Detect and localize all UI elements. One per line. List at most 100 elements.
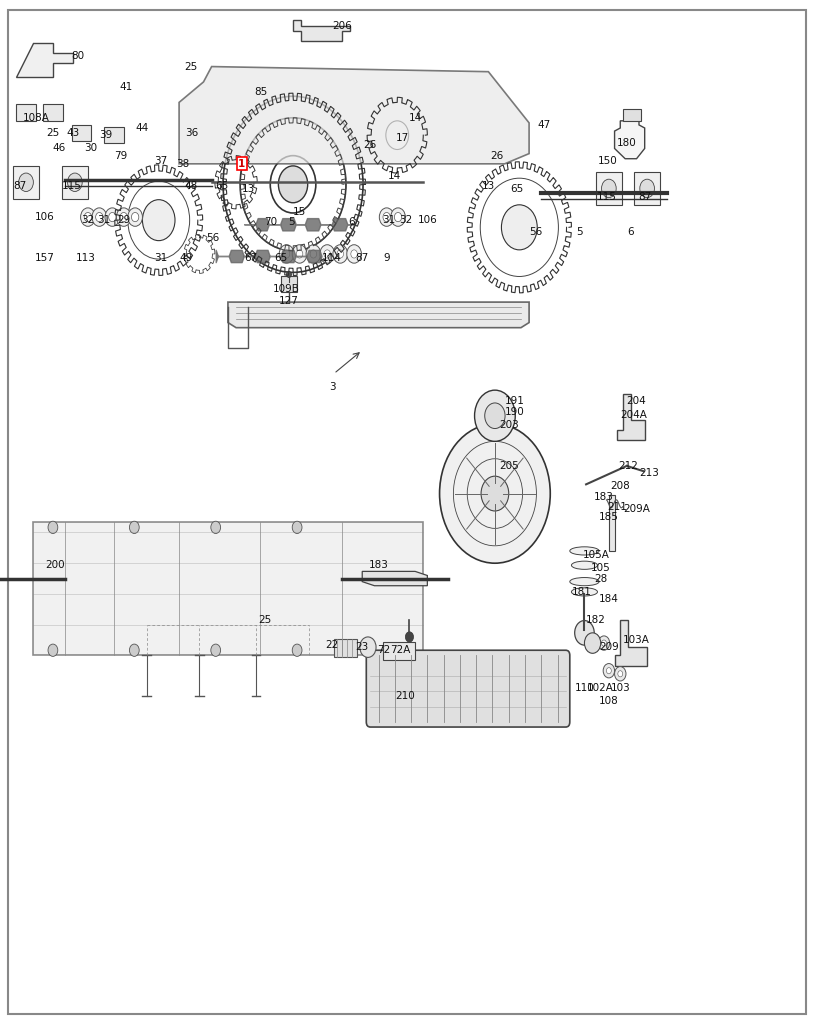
- Text: 26: 26: [364, 140, 377, 151]
- Text: 41: 41: [120, 82, 133, 92]
- Circle shape: [306, 245, 321, 263]
- Text: 211: 211: [607, 502, 627, 512]
- Circle shape: [287, 271, 291, 278]
- Text: 32: 32: [399, 215, 412, 225]
- Circle shape: [337, 250, 344, 258]
- Text: 28: 28: [594, 573, 607, 584]
- Text: 9: 9: [383, 253, 390, 263]
- Text: 206: 206: [332, 20, 352, 31]
- Text: 38: 38: [177, 159, 190, 169]
- Text: 13: 13: [242, 184, 255, 195]
- Circle shape: [108, 213, 116, 221]
- Text: 108A: 108A: [23, 113, 50, 123]
- Bar: [596, 172, 622, 205]
- Circle shape: [575, 621, 594, 645]
- Text: 25: 25: [185, 61, 198, 72]
- Circle shape: [475, 390, 515, 441]
- Bar: [334, 639, 357, 657]
- Bar: [104, 127, 124, 143]
- Text: 210: 210: [396, 691, 415, 701]
- Text: 110: 110: [575, 683, 594, 693]
- Polygon shape: [293, 20, 350, 41]
- Circle shape: [615, 667, 626, 681]
- Circle shape: [602, 640, 606, 646]
- Circle shape: [440, 424, 550, 563]
- Text: 200: 200: [46, 560, 65, 570]
- Text: 39: 39: [99, 130, 112, 140]
- Text: 17: 17: [396, 133, 409, 143]
- Circle shape: [279, 245, 294, 263]
- Circle shape: [92, 208, 107, 226]
- Circle shape: [292, 644, 302, 656]
- Circle shape: [602, 179, 616, 198]
- Circle shape: [379, 208, 394, 226]
- Text: 72: 72: [378, 645, 391, 655]
- Text: 157: 157: [35, 253, 55, 263]
- Text: 3: 3: [329, 382, 335, 392]
- Ellipse shape: [571, 588, 597, 596]
- Text: 208: 208: [610, 481, 630, 492]
- Text: 87: 87: [356, 253, 369, 263]
- Circle shape: [292, 521, 302, 534]
- Circle shape: [278, 166, 308, 203]
- Text: 180: 180: [617, 138, 637, 148]
- Polygon shape: [16, 43, 73, 77]
- Text: 26: 26: [490, 151, 503, 161]
- Polygon shape: [615, 121, 645, 159]
- Ellipse shape: [570, 578, 599, 586]
- Bar: [13, 166, 39, 199]
- Circle shape: [606, 668, 611, 674]
- Text: 46: 46: [52, 143, 65, 154]
- Text: 105: 105: [591, 563, 610, 573]
- Circle shape: [640, 179, 654, 198]
- Text: 185: 185: [599, 512, 619, 522]
- Circle shape: [310, 250, 317, 258]
- Circle shape: [19, 173, 33, 191]
- Text: 6: 6: [348, 217, 355, 227]
- Text: 31: 31: [155, 253, 168, 263]
- Text: 87: 87: [638, 191, 651, 202]
- Bar: [609, 495, 615, 551]
- Text: 15: 15: [293, 207, 306, 217]
- Circle shape: [598, 636, 610, 650]
- Text: 150: 150: [598, 156, 618, 166]
- Circle shape: [481, 476, 509, 511]
- Circle shape: [584, 633, 601, 653]
- Text: 5: 5: [576, 227, 583, 238]
- Circle shape: [116, 208, 131, 226]
- Circle shape: [96, 213, 103, 221]
- Bar: [72, 125, 91, 141]
- FancyBboxPatch shape: [366, 650, 570, 727]
- Bar: [16, 104, 36, 121]
- Text: 204A: 204A: [619, 410, 647, 420]
- Text: 105A: 105A: [582, 550, 610, 560]
- Text: 205: 205: [499, 461, 519, 471]
- Text: 13: 13: [482, 181, 495, 191]
- Polygon shape: [615, 620, 647, 666]
- Text: 36: 36: [185, 128, 198, 138]
- Circle shape: [603, 664, 615, 678]
- Circle shape: [81, 208, 95, 226]
- Text: 102A: 102A: [587, 683, 615, 693]
- Text: 30: 30: [85, 143, 98, 154]
- Circle shape: [129, 644, 139, 656]
- Circle shape: [120, 213, 127, 221]
- Ellipse shape: [571, 561, 597, 569]
- Text: 183: 183: [594, 492, 614, 502]
- Polygon shape: [617, 394, 645, 440]
- Text: 204: 204: [627, 396, 646, 407]
- Circle shape: [129, 521, 139, 534]
- Text: 209: 209: [599, 642, 619, 652]
- Text: 56: 56: [207, 232, 220, 243]
- Text: 56: 56: [529, 227, 542, 238]
- Text: 48: 48: [185, 181, 198, 191]
- Circle shape: [351, 250, 357, 258]
- Text: 1: 1: [239, 159, 245, 169]
- Text: 127: 127: [279, 296, 299, 306]
- Text: 209A: 209A: [623, 504, 650, 514]
- Circle shape: [48, 521, 58, 534]
- Polygon shape: [362, 571, 427, 586]
- Bar: [281, 276, 297, 292]
- Text: 14: 14: [409, 113, 422, 123]
- Text: 87: 87: [14, 181, 27, 191]
